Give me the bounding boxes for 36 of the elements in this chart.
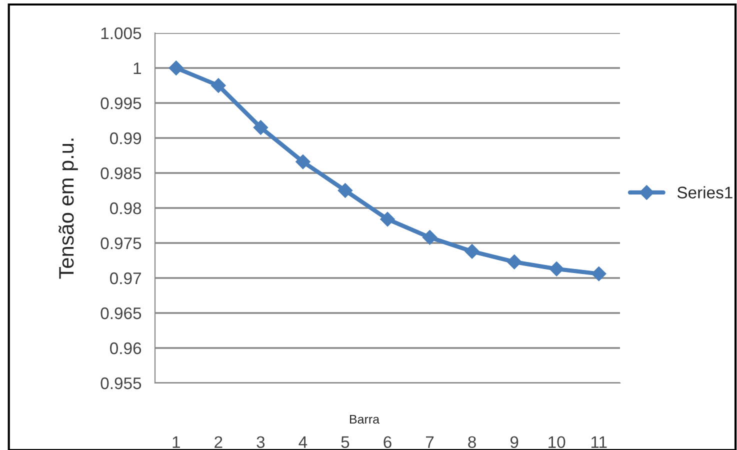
point xyxy=(380,212,395,227)
point xyxy=(422,230,438,245)
y-tick-label: 0.98 xyxy=(110,202,142,214)
x-tick-label: 11 xyxy=(591,436,607,448)
y-tick-label: 1 xyxy=(134,62,141,74)
y-tick-label: 0.975 xyxy=(100,237,142,250)
y-tick-label: 0.96 xyxy=(110,342,142,354)
x-tick-label: 3 xyxy=(256,436,265,448)
y-tick-label: 0.995 xyxy=(100,97,142,110)
x-tick-label: 5 xyxy=(341,436,350,448)
y-tick-label: 0.965 xyxy=(100,307,142,320)
x-tick-label: 1 xyxy=(172,436,180,448)
point xyxy=(338,183,353,198)
x-tick-label: 8 xyxy=(468,436,476,448)
y-tick-label: 0.97 xyxy=(110,272,141,284)
point xyxy=(253,120,268,135)
point xyxy=(591,266,606,282)
point xyxy=(464,244,480,259)
x-axis-title: Barra xyxy=(350,414,380,424)
x-tick-label: 7 xyxy=(426,436,434,448)
point xyxy=(506,254,522,270)
y-tick-label: 1.005 xyxy=(101,27,142,40)
point xyxy=(211,78,226,93)
point xyxy=(549,262,564,276)
y-tick-label: 0.99 xyxy=(110,132,142,144)
x-tick-label: 2 xyxy=(214,436,222,448)
point xyxy=(296,154,310,170)
y-axis-title: Tensão em p.u. xyxy=(58,138,78,279)
x-tick-label: 6 xyxy=(384,436,392,448)
point xyxy=(168,60,184,76)
x-tick-label: 10 xyxy=(548,436,566,448)
x-tick-label: 9 xyxy=(510,436,518,448)
x-tick-label: 4 xyxy=(298,436,308,448)
legend-label: Series1 xyxy=(677,186,732,198)
y-tick-label: 0.985 xyxy=(100,167,142,180)
y-tick-label: 0.955 xyxy=(100,377,142,390)
